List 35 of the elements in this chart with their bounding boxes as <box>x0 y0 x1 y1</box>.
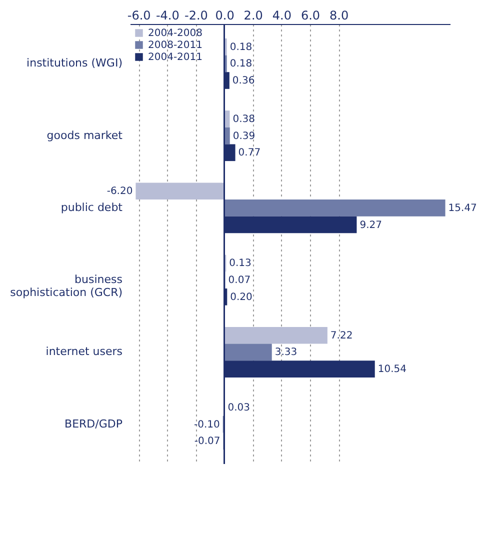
x-tick-label: -2.0 <box>184 8 208 22</box>
y-tick-label: business sophistication (GCR) <box>10 273 123 300</box>
legend-label: 2008-2011 <box>148 40 203 51</box>
legend-label: 2004-2011 <box>148 52 203 63</box>
data-label: 0.07 <box>228 275 251 286</box>
y-tick-label: BERD/GDP <box>64 417 123 430</box>
x-tick-label: -6.0 <box>127 8 151 22</box>
data-label: 9.27 <box>360 220 382 231</box>
data-label: -0.07 <box>194 436 220 448</box>
data-label: 0.18 <box>230 58 252 70</box>
legend-label: 2004-2008 <box>148 28 203 39</box>
y-tick-label: goods market <box>46 128 124 142</box>
data-label: 3.33 <box>274 347 298 358</box>
data-label: -6.20 <box>106 186 133 198</box>
data-label: 0.03 <box>228 402 250 414</box>
x-tick-label: 6.0 <box>300 8 320 22</box>
x-tick-label: -4.0 <box>156 8 180 22</box>
data-label: 0.13 <box>229 258 252 270</box>
x-tick-label: 2.0 <box>244 8 263 22</box>
data-label: 0.77 <box>238 148 261 159</box>
y-tick-label: institutions (WGI) <box>26 56 122 70</box>
data-label: 0.20 <box>230 292 252 303</box>
data-label: 0.18 <box>230 42 252 53</box>
data-label: 10.54 <box>378 364 406 376</box>
data-label: 0.39 <box>232 130 256 142</box>
data-label: 0.38 <box>232 114 255 125</box>
x-tick-label: 0.0 <box>215 8 234 22</box>
x-tick-label: 4.0 <box>272 8 292 22</box>
x-tick-label: 8.0 <box>330 8 349 22</box>
data-label: 15.47 <box>448 202 477 214</box>
data-label: -0.10 <box>194 419 220 430</box>
data-label: 0.36 <box>232 76 255 87</box>
y-tick-label: public debt <box>60 200 124 214</box>
y-tick-label: internet users <box>46 345 123 358</box>
data-label: 7.22 <box>330 330 353 342</box>
